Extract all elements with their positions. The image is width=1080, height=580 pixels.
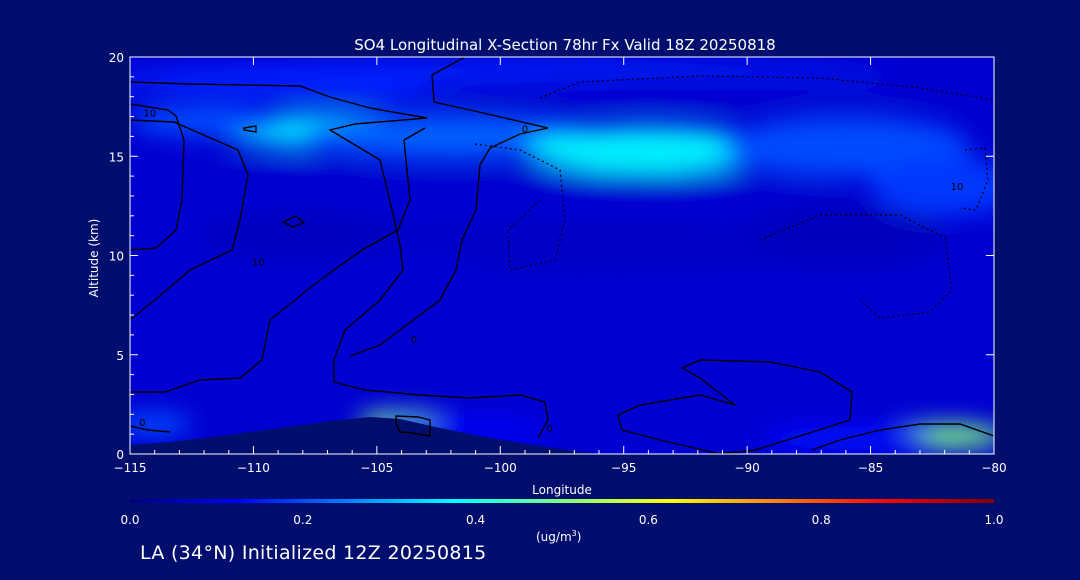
y-tick-label: 15 — [109, 150, 124, 164]
field-blob — [204, 215, 402, 256]
field-blob — [130, 104, 279, 137]
y-tick-label: 0 — [116, 448, 124, 462]
colorbar-tick-label: 1.0 — [984, 513, 1003, 527]
colorbar — [130, 499, 994, 503]
dashed-contour-line — [474, 143, 566, 271]
terrain-mask — [130, 417, 600, 454]
contour-line — [130, 81, 549, 439]
contour-line — [130, 119, 249, 321]
x-tick-label: −95 — [611, 461, 636, 475]
colorbar-tick-label: 0.0 — [120, 513, 139, 527]
contour-lines — [130, 57, 994, 454]
y-axis: 0 5 10 15 20 — [109, 51, 994, 462]
x-tick-label: −80 — [981, 461, 1006, 475]
contour-line — [395, 415, 431, 437]
field-blob — [302, 114, 600, 159]
contour-label: 0 — [139, 418, 145, 429]
colorbar-ticks: 0.0 0.2 0.4 0.6 0.8 1.0 — [120, 513, 1003, 527]
y-tick-label: 20 — [109, 51, 124, 65]
initialization-caption: LA (34°N) Initialized 12Z 20250815 — [140, 542, 487, 564]
x-tick-label: −100 — [484, 461, 517, 475]
colorbar-tick-label: 0.4 — [466, 513, 485, 527]
contour-label: 0 — [546, 424, 552, 435]
contour-line — [349, 57, 549, 357]
field-blob — [253, 172, 846, 220]
field-blob — [870, 156, 994, 216]
dashed-contours — [474, 75, 994, 319]
contour-line — [617, 359, 853, 454]
dashed-contour-line — [539, 75, 994, 101]
field-blob — [401, 76, 994, 105]
x-tick-label: −105 — [360, 461, 393, 475]
x-tick-label: −90 — [734, 461, 759, 475]
dashed-contour-line — [759, 214, 953, 319]
colorbar-unit-prefix: (ug/m — [536, 530, 572, 544]
concentration-field — [130, 60, 994, 451]
y-tick-label: 5 — [116, 349, 124, 363]
contour-labels: 10 0 10 10 0 0 0 — [139, 109, 963, 436]
contour-label: 0 — [411, 335, 417, 346]
contour-label: 0 — [522, 124, 528, 135]
colorbar-tick-label: 0.8 — [812, 513, 831, 527]
field-blob — [130, 412, 192, 437]
colorbar-unit-suffix: ) — [577, 530, 582, 544]
chart-title: SO4 Longitudinal X-Section 78hr Fx Valid… — [354, 36, 775, 54]
contour-line — [130, 127, 426, 393]
y-axis-label: Altitude (km) — [87, 219, 101, 298]
y-tick-label: 10 — [109, 250, 124, 264]
contour-line — [130, 103, 185, 251]
colorbar-tick-label: 0.2 — [293, 513, 312, 527]
x-axis-label: Longitude — [532, 483, 592, 497]
contour-label: 10 — [143, 109, 156, 120]
field-blob — [204, 162, 402, 210]
field-blob — [352, 219, 846, 272]
x-tick-label: −115 — [114, 461, 147, 475]
x-tick-label: −110 — [237, 461, 270, 475]
colorbar-tick-label: 0.6 — [639, 513, 658, 527]
x-tick-label: −85 — [858, 461, 883, 475]
contour-label: 10 — [252, 257, 265, 268]
colorbar-unit-exponent: 3 — [572, 529, 577, 538]
colorbar-unit-label: (ug/m3) — [536, 529, 581, 544]
x-axis: −115 −110 −105 −100 −95 −90 −85 −80 — [114, 57, 1007, 475]
contour-line — [243, 125, 257, 133]
field-blob — [524, 126, 772, 175]
contour-line — [281, 215, 306, 228]
field-blob — [747, 205, 945, 266]
plot-area: 10 0 10 10 0 0 0 — [130, 57, 994, 454]
contour-line — [811, 423, 994, 451]
field-blob — [327, 245, 476, 286]
contour-line — [130, 425, 171, 433]
contour-label: 10 — [951, 182, 964, 193]
